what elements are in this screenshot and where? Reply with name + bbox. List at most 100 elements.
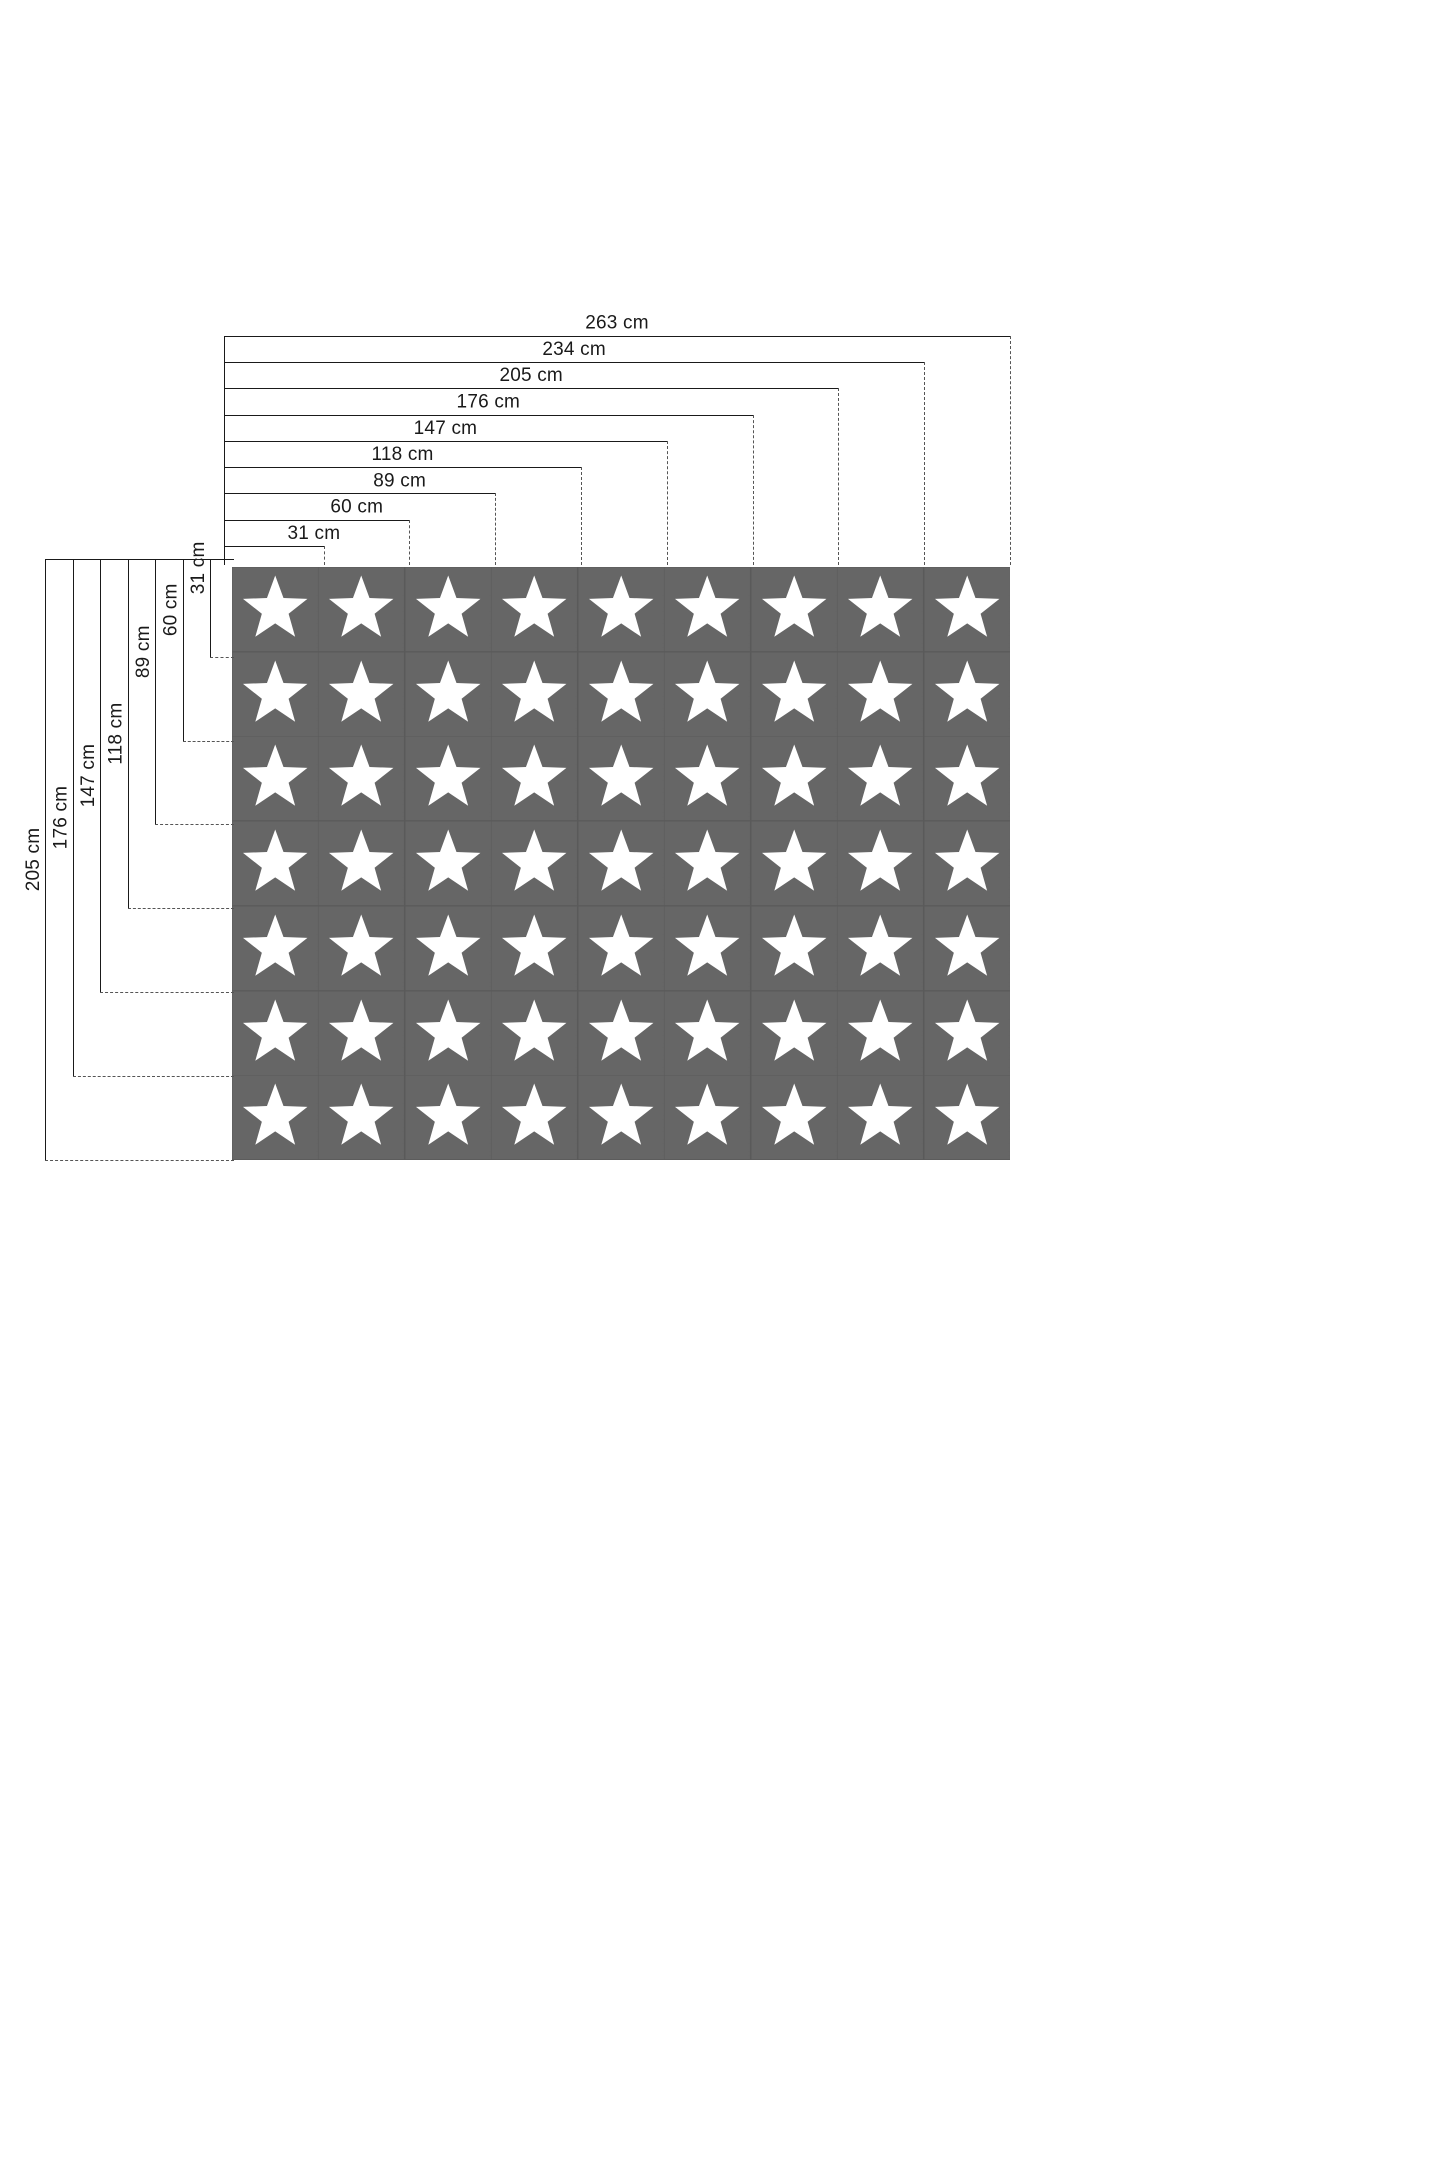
dimension-line [224,361,925,363]
mat-tile [404,821,492,906]
dimension-label: 147 cm [407,417,484,440]
dimension-label: 118 cm [365,444,440,467]
dimension-line [127,908,234,910]
dimension-line [45,559,46,1160]
dimension-line [224,335,1010,337]
dimension-label: 89 cm [133,619,155,685]
dimension-line [182,559,184,741]
mat-tile [404,736,492,822]
dimension-label: 60 cm [160,577,183,643]
mat-tile [923,736,1010,822]
mat-tile [491,1075,578,1160]
mat-tile [232,905,319,991]
mat-tile [923,1075,1010,1160]
dimension-label: 176 cm [450,391,527,414]
mat-tile [664,1075,751,1160]
mat-tile [750,651,838,737]
dimension-line [924,361,926,565]
dimension-line [323,546,325,565]
mat-tile [577,736,665,822]
mat-tile [750,567,838,652]
dimension-label: 176 cm [50,779,73,856]
mat-tile [404,905,492,991]
dimension-line [210,559,211,657]
dimension-line [100,992,234,994]
dimension-line [495,493,497,565]
dimension-line [224,546,324,547]
dimension-line [182,740,234,742]
mat-tile [923,821,1010,906]
mat-tile [837,736,924,822]
mat-tile [491,990,578,1076]
mat-tile [318,1075,405,1160]
mat-tile [577,821,665,906]
dimension-line [838,388,840,565]
dimension-line [72,559,74,1077]
dimension-label: 89 cm [367,470,433,493]
mat-tile [404,651,492,737]
mat-tile [664,736,751,822]
mat-tile [318,821,405,906]
dimension-line [224,414,753,416]
mat-tile [923,905,1010,991]
dimension-line [666,440,668,565]
dimension-line [581,467,583,565]
dimension-line [752,414,754,565]
mat-tile [577,990,665,1076]
mat-tile [664,905,751,991]
dimension-line [100,559,101,993]
dimension-line [210,656,234,658]
dimension-label: 118 cm [105,696,128,771]
mat-tile [318,567,405,652]
dimension-label: 263 cm [579,312,655,335]
mat-tile [664,990,751,1076]
mat-tile [837,905,924,991]
mat-tile [232,651,319,737]
mat-tile [750,905,838,991]
mat-tile [318,651,405,737]
play-mat [232,567,1010,1160]
dimension-label: 147 cm [78,737,100,814]
mat-tile [837,567,924,652]
dimension-line [224,388,839,390]
mat-tile [318,736,405,822]
mat-tile [664,651,751,737]
dimension-line [224,440,667,442]
mat-tile [750,736,838,822]
dimension-line [224,335,225,565]
mat-tile [837,651,924,737]
mat-tile-grid [232,567,1010,1160]
mat-tile [577,905,665,991]
dimension-line [409,519,411,565]
dimension-line [45,559,234,560]
mat-tile [923,990,1010,1076]
mat-tile [404,1075,492,1160]
dimension-line [224,493,496,495]
mat-tile [491,821,578,906]
dimension-label: 31 cm [281,523,347,545]
mat-tile [664,821,751,906]
mat-tile [664,567,751,652]
mat-tile [404,990,492,1076]
dimension-label: 31 cm [188,535,210,601]
mat-tile [837,1075,924,1160]
mat-tile [577,567,665,652]
mat-tile [491,905,578,991]
mat-tile [750,821,838,906]
mat-tile [318,990,405,1076]
mat-tile [837,821,924,906]
dimension-line [45,1160,234,1161]
mat-tile [232,1075,319,1160]
mat-tile [491,736,578,822]
mat-tile [232,990,319,1076]
dimension-line [127,559,129,909]
dimension-line [72,1076,234,1078]
dimension-line [224,519,410,521]
mat-tile [923,567,1010,652]
dimension-line [155,559,156,825]
mat-tile [404,567,492,652]
mat-tile [232,736,319,822]
mat-tile [577,1075,665,1160]
mat-tile [923,651,1010,737]
dimension-label: 205 cm [23,821,45,898]
